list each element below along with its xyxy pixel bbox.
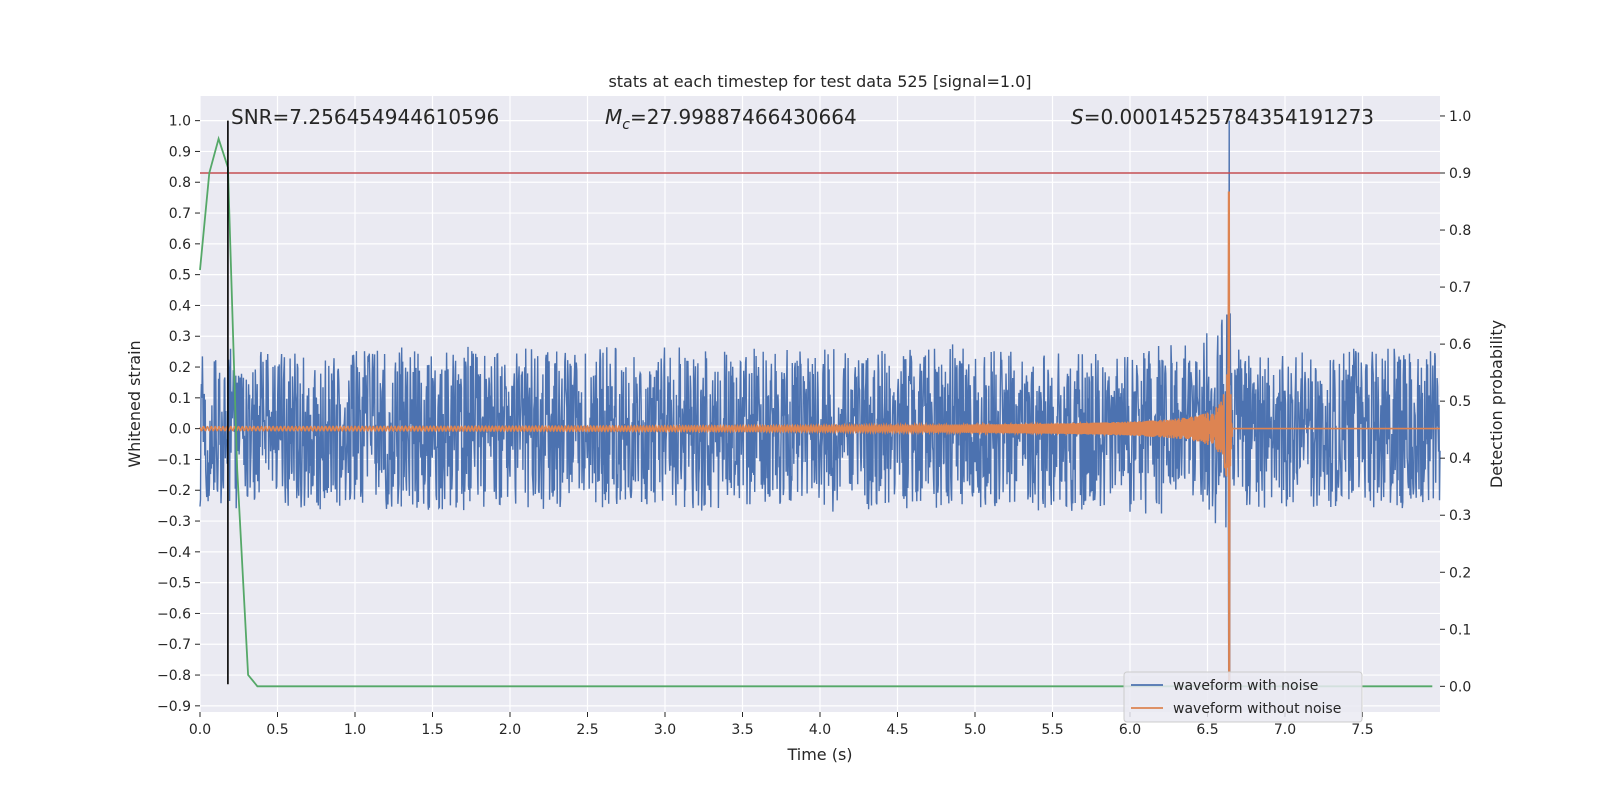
y-tick-label: 0.3 [169, 329, 191, 345]
series-layer [199, 120, 1441, 688]
legend: waveform with noise waveform without noi… [1123, 671, 1363, 723]
series-detection-probability [199, 135, 1433, 688]
x-tick-label: 5.0 [964, 722, 986, 738]
chirp-mass-symbol: M [605, 105, 622, 129]
y-tick-label: 0.6 [169, 237, 191, 253]
x-tick-label: 6.0 [1119, 722, 1141, 738]
y-tick-label: 0.9 [169, 144, 191, 160]
y2-tick-label: 0.2 [1449, 565, 1471, 581]
x-tick-label: 2.0 [499, 722, 521, 738]
x-tick-label: 3.5 [731, 722, 753, 738]
x-tick-label: 0.5 [266, 722, 288, 738]
x-tick-label: 3.0 [654, 722, 676, 738]
y-tick-label: 0.8 [169, 175, 191, 191]
y-tick-label: −0.3 [157, 514, 191, 530]
y-tick-label: −0.6 [157, 606, 191, 622]
s-symbol: S [1071, 105, 1084, 129]
s-annotation: S=0.00014525784354191273 [1071, 105, 1374, 129]
y-tick-label: 0.2 [169, 360, 191, 376]
x-tick-label: 4.5 [886, 722, 908, 738]
x-tick-label: 1.5 [421, 722, 443, 738]
x-tick-label: 4.0 [809, 722, 831, 738]
y-axis-ticks: 1.0 0.9 0.8 0.7 0.6 0.5 0.4 0.3 0.2 0.1 0.0 −0.1 −0.… [157, 114, 200, 715]
y2-tick-label: 0.3 [1449, 508, 1471, 524]
y-axis-label: Whitened strain [125, 340, 144, 467]
x-axis-ticks: 0.0 0.5 1.0 1.5 2.0 2.5 3.0 3.5 4.0 4.5 5.0 5.5 6.0 6… [189, 712, 1374, 738]
y-tick-label: −0.1 [157, 452, 191, 468]
y2-tick-label: 0.4 [1449, 451, 1471, 467]
y-tick-label: 1.0 [169, 114, 191, 130]
snr-annotation: SNR=7.256454944610596 [231, 105, 499, 129]
y-tick-label: 0.4 [169, 298, 191, 314]
y2-tick-label: 0.0 [1449, 679, 1471, 695]
x-axis-label: Time (s) [786, 745, 852, 764]
x-tick-label: 1.0 [344, 722, 366, 738]
y-tick-label: −0.8 [157, 668, 191, 684]
y2-axis-ticks: 1.0 0.9 0.8 0.7 0.6 0.5 0.4 0.3 0.2 0.1 0.0 [1440, 109, 1471, 695]
y-tick-label: −0.5 [157, 576, 191, 592]
y-tick-label: −0.2 [157, 483, 191, 499]
y2-tick-label: 0.9 [1449, 166, 1471, 182]
y-tick-label: −0.7 [157, 637, 191, 653]
y-tick-label: 0.5 [169, 268, 191, 284]
chirp-mass-subscript: c [622, 117, 630, 133]
legend-label-noise: waveform with noise [1173, 678, 1318, 694]
series-waveform-with-noise [199, 120, 1441, 682]
y-tick-label: 0.0 [169, 422, 191, 438]
y2-tick-label: 0.7 [1449, 280, 1471, 296]
y2-tick-label: 0.5 [1449, 394, 1471, 410]
chart-title: stats at each timestep for test data 525… [608, 72, 1031, 91]
x-tick-label: 5.5 [1041, 722, 1063, 738]
chirp-mass-annotation: Mc=27.99887466430664 [605, 105, 857, 133]
s-value: =0.00014525784354191273 [1084, 105, 1374, 129]
y2-tick-label: 0.1 [1449, 622, 1471, 638]
y-tick-label: 0.1 [169, 391, 191, 407]
legend-box [1123, 671, 1363, 723]
y-tick-label: −0.9 [157, 699, 191, 715]
y-tick-label: −0.4 [157, 545, 191, 561]
legend-label-clean: waveform without noise [1173, 701, 1341, 717]
x-tick-label: 7.0 [1274, 722, 1296, 738]
y2-tick-label: 1.0 [1449, 109, 1471, 125]
chirp-mass-value: =27.99887466430664 [630, 105, 857, 129]
y2-tick-label: 0.8 [1449, 223, 1471, 239]
x-tick-label: 6.5 [1196, 722, 1218, 738]
y-tick-label: 0.7 [169, 206, 191, 222]
x-tick-label: 0.0 [189, 722, 211, 738]
x-tick-label: 7.5 [1351, 722, 1373, 738]
y2-axis-label: Detection probability [1487, 320, 1506, 488]
series-waveform-without-noise [199, 191, 1440, 682]
y2-tick-label: 0.6 [1449, 337, 1471, 353]
x-tick-label: 2.5 [576, 722, 598, 738]
